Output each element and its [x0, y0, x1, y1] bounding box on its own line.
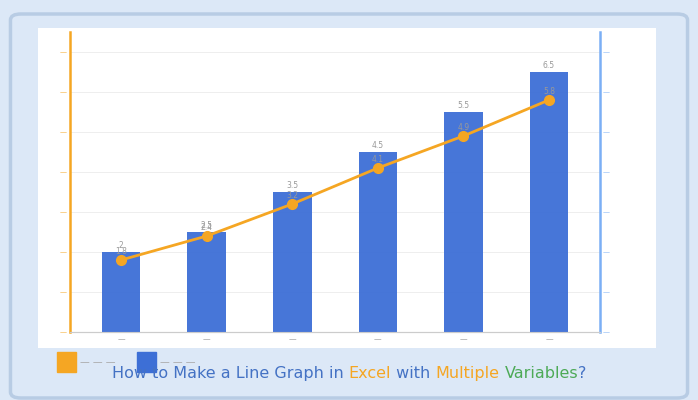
Bar — [137, 352, 156, 372]
Bar — [359, 152, 397, 332]
Text: with: with — [391, 366, 436, 381]
Text: Multiple: Multiple — [436, 366, 499, 381]
Bar — [530, 72, 568, 332]
Text: 6.5: 6.5 — [543, 61, 555, 70]
Text: 5.5: 5.5 — [457, 101, 470, 110]
Text: 3.2: 3.2 — [286, 191, 298, 200]
Text: 4.9: 4.9 — [457, 123, 470, 132]
Text: 2: 2 — [119, 241, 124, 250]
Text: Variables: Variables — [505, 366, 578, 381]
Bar — [102, 252, 140, 332]
Bar — [57, 352, 76, 372]
Text: 5.8: 5.8 — [543, 87, 555, 96]
Text: 1.8: 1.8 — [115, 247, 127, 256]
Text: Excel: Excel — [348, 366, 391, 381]
Text: 4.1: 4.1 — [372, 155, 384, 164]
Text: 2.4: 2.4 — [201, 223, 213, 232]
Bar — [188, 232, 226, 332]
Bar — [273, 192, 311, 332]
Text: 4.5: 4.5 — [372, 141, 384, 150]
Text: ?: ? — [578, 366, 586, 381]
Text: — — —: — — — — [160, 357, 195, 367]
Text: — — —: — — — — [80, 357, 116, 367]
Text: 2.5: 2.5 — [201, 221, 213, 230]
Text: 3.5: 3.5 — [286, 181, 298, 190]
Bar — [444, 112, 482, 332]
Text: How to Make a Line Graph in: How to Make a Line Graph in — [112, 366, 348, 381]
